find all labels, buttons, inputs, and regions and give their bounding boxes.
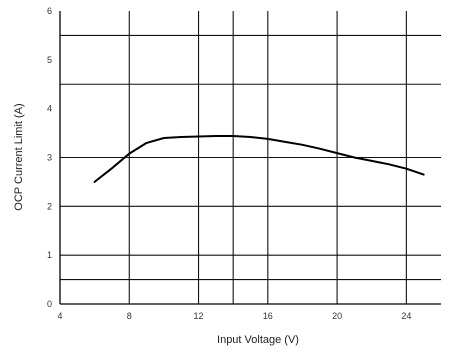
x-axis-title: Input Voltage (V) bbox=[217, 334, 299, 346]
y-axis-title: OCP Current Limit (A) bbox=[13, 103, 25, 210]
y-tick-label: 4 bbox=[47, 104, 52, 114]
x-tick-label: 16 bbox=[263, 311, 273, 321]
y-tick-labels: 0 1 2 3 4 5 6 bbox=[47, 6, 52, 309]
x-tick-label: 20 bbox=[332, 311, 342, 321]
axes bbox=[59, 11, 441, 305]
x-tick-label: 24 bbox=[401, 311, 411, 321]
y-tick-label: 0 bbox=[47, 299, 52, 309]
x-tick-label: 4 bbox=[57, 311, 62, 321]
grid-lines bbox=[60, 11, 441, 304]
series-lines bbox=[93, 135, 425, 183]
y-tick-label: 3 bbox=[47, 153, 52, 163]
x-tick-labels: 4 8 12 16 20 24 bbox=[57, 311, 411, 321]
y-tick-label: 2 bbox=[47, 201, 52, 211]
y-tick-label: 5 bbox=[47, 55, 52, 65]
x-tick-label: 8 bbox=[127, 311, 132, 321]
y-tick-label: 6 bbox=[47, 6, 52, 16]
series-line bbox=[93, 135, 425, 183]
x-tick-label: 12 bbox=[194, 311, 204, 321]
y-tick-label: 1 bbox=[47, 250, 52, 260]
